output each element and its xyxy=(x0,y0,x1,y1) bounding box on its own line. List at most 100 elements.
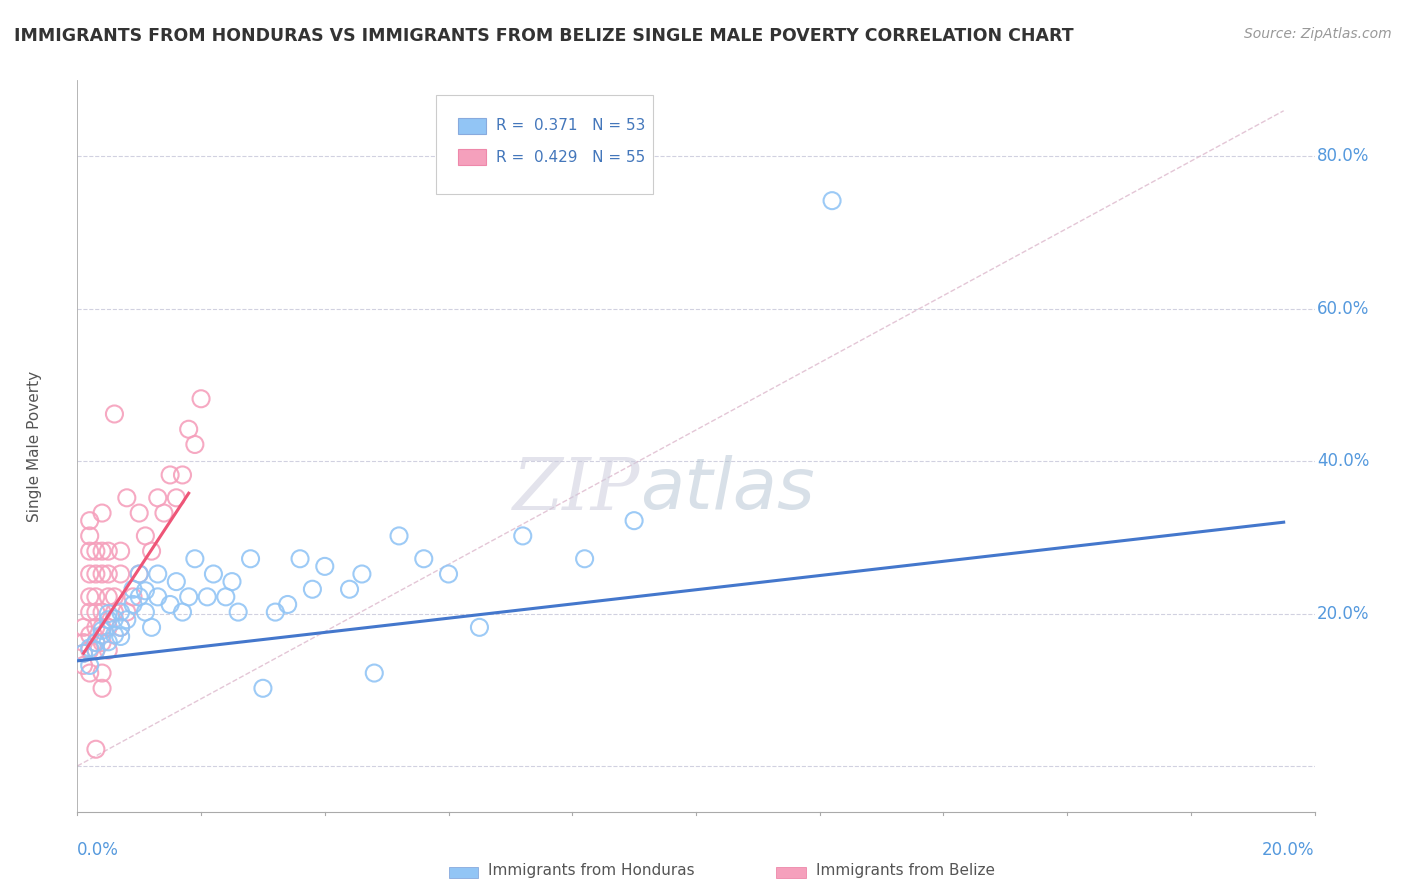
FancyBboxPatch shape xyxy=(458,149,485,165)
Point xyxy=(623,514,645,528)
Point xyxy=(84,643,107,657)
Point xyxy=(134,529,156,543)
Point xyxy=(159,598,181,612)
Point xyxy=(184,551,207,566)
Text: Source: ZipAtlas.com: Source: ZipAtlas.com xyxy=(1244,27,1392,41)
Point xyxy=(110,605,132,619)
Point xyxy=(97,567,120,582)
Point xyxy=(97,590,120,604)
FancyBboxPatch shape xyxy=(436,95,652,194)
Point xyxy=(84,567,107,582)
Point xyxy=(84,742,107,756)
Text: Single Male Poverty: Single Male Poverty xyxy=(27,370,42,522)
Point xyxy=(91,666,114,681)
Point xyxy=(574,551,596,566)
Point xyxy=(79,628,101,642)
Point xyxy=(110,630,132,644)
Point xyxy=(72,658,94,673)
Point xyxy=(103,612,125,626)
Point xyxy=(115,605,138,619)
Point xyxy=(252,681,274,696)
FancyBboxPatch shape xyxy=(776,867,806,878)
Point xyxy=(177,590,200,604)
Point xyxy=(79,567,101,582)
Point xyxy=(226,605,249,619)
Point xyxy=(115,491,138,505)
Point xyxy=(84,635,107,649)
Text: 20.0%: 20.0% xyxy=(1263,841,1315,859)
Point xyxy=(288,551,311,566)
Point xyxy=(91,620,114,634)
Point xyxy=(91,506,114,520)
Point xyxy=(97,607,120,621)
Point xyxy=(103,605,125,619)
Text: 40.0%: 40.0% xyxy=(1317,452,1369,470)
Point xyxy=(97,613,120,627)
Text: Immigrants from Honduras: Immigrants from Honduras xyxy=(488,863,695,878)
Point xyxy=(195,590,218,604)
Point xyxy=(97,643,120,657)
Point xyxy=(190,392,212,406)
Point xyxy=(91,567,114,582)
Point xyxy=(97,544,120,558)
Point xyxy=(264,605,287,619)
Point xyxy=(79,514,101,528)
Point xyxy=(91,628,114,642)
Point xyxy=(277,598,299,612)
Point xyxy=(79,658,101,673)
Point xyxy=(84,544,107,558)
Point xyxy=(115,613,138,627)
Point xyxy=(110,544,132,558)
Point xyxy=(91,681,114,696)
Point xyxy=(239,551,262,566)
Point xyxy=(141,620,163,634)
Point xyxy=(177,422,200,436)
Point xyxy=(84,590,107,604)
Point xyxy=(79,605,101,619)
Text: 60.0%: 60.0% xyxy=(1317,300,1369,318)
Point xyxy=(84,605,107,619)
Point xyxy=(84,643,107,657)
FancyBboxPatch shape xyxy=(458,118,485,134)
Point xyxy=(821,194,844,208)
Point xyxy=(128,506,150,520)
Text: 0.0%: 0.0% xyxy=(77,841,120,859)
Point xyxy=(84,620,107,634)
Point xyxy=(72,646,94,660)
Point xyxy=(91,605,114,619)
Point xyxy=(468,620,491,634)
Point xyxy=(134,583,156,598)
Point xyxy=(72,620,94,634)
Point xyxy=(122,582,145,597)
Point xyxy=(128,590,150,604)
Text: IMMIGRANTS FROM HONDURAS VS IMMIGRANTS FROM BELIZE SINGLE MALE POVERTY CORRELATI: IMMIGRANTS FROM HONDURAS VS IMMIGRANTS F… xyxy=(14,27,1074,45)
Point xyxy=(141,544,163,558)
Point xyxy=(165,574,187,589)
Point xyxy=(146,491,169,505)
Point xyxy=(363,666,385,681)
Point xyxy=(388,529,411,543)
Point xyxy=(146,567,169,582)
Point xyxy=(103,628,125,642)
Point xyxy=(79,643,101,657)
Point xyxy=(350,567,373,582)
Text: R =  0.371   N = 53: R = 0.371 N = 53 xyxy=(495,118,645,133)
Point xyxy=(159,467,181,482)
Point xyxy=(91,635,114,649)
Text: 20.0%: 20.0% xyxy=(1317,605,1369,623)
Point xyxy=(97,620,120,634)
Text: Immigrants from Belize: Immigrants from Belize xyxy=(815,863,995,878)
Text: 80.0%: 80.0% xyxy=(1317,147,1369,166)
Text: R =  0.429   N = 55: R = 0.429 N = 55 xyxy=(495,150,645,165)
FancyBboxPatch shape xyxy=(449,867,478,878)
Point xyxy=(79,640,101,655)
Point xyxy=(202,567,225,582)
Point xyxy=(84,635,107,649)
Point xyxy=(134,605,156,619)
Point xyxy=(172,605,194,619)
Point xyxy=(184,437,207,451)
Point xyxy=(79,544,101,558)
Point xyxy=(72,635,94,649)
Point xyxy=(128,567,150,582)
Point xyxy=(79,666,101,681)
